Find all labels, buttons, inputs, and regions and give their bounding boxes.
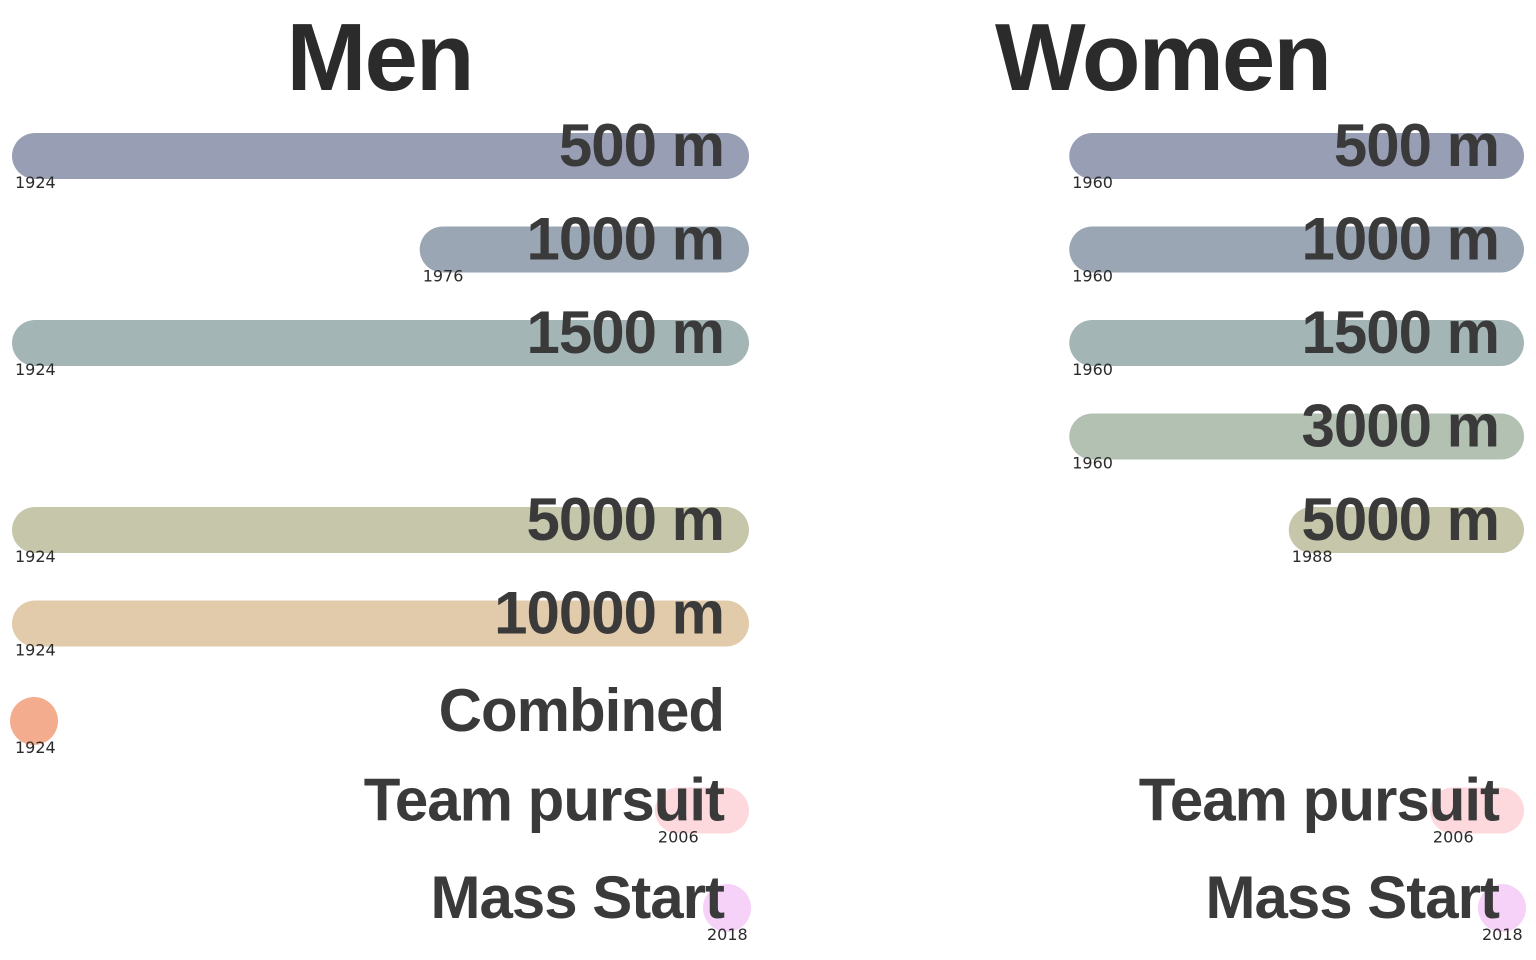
event-dot [1478, 884, 1526, 932]
panel-0: Men 1924 500 m 1976 1000 m 1924 1500 m 1924 5000… [10, 4, 751, 944]
year-label: 2006 [658, 828, 699, 847]
event-label: 3000 m [1302, 393, 1500, 460]
event-label: 1000 m [1302, 206, 1500, 273]
panel-1: Women 1960 500 m 1960 1000 m 1960 1500 m 1960 30… [995, 4, 1526, 944]
event-bar [1069, 413, 1524, 460]
panel-title: Women [995, 4, 1330, 111]
year-label: 1924 [15, 641, 56, 660]
event-dot [703, 884, 751, 932]
event-label: Mass Start [1206, 864, 1500, 931]
event-label: 500 m [559, 112, 724, 179]
event-label: Mass Start [431, 864, 725, 931]
event-bar [12, 320, 749, 366]
year-label: 1988 [1292, 547, 1333, 566]
event-bar [12, 600, 749, 647]
year-label: 1960 [1072, 267, 1113, 286]
event-bar [12, 507, 749, 553]
event-bar [1069, 133, 1524, 179]
event-label: 1500 m [527, 299, 725, 366]
year-label: 1924 [15, 738, 56, 757]
year-label: 1924 [15, 547, 56, 566]
event-bar [1429, 787, 1524, 834]
event-label: 10000 m [494, 580, 724, 647]
event-label: 1500 m [1302, 299, 1500, 366]
year-label: 1924 [15, 360, 56, 379]
panel-title: Men [287, 4, 473, 111]
year-label: 2006 [1433, 828, 1474, 847]
event-dot [10, 697, 58, 745]
event-bar [1069, 320, 1524, 366]
event-bar [654, 787, 749, 834]
year-label: 2018 [707, 925, 748, 944]
year-label: 1960 [1072, 360, 1113, 379]
event-label: 5000 m [1302, 486, 1500, 553]
year-label: 2018 [1482, 925, 1523, 944]
event-label: Team pursuit [364, 767, 725, 834]
year-label: 1976 [423, 267, 464, 286]
event-label: Team pursuit [1139, 767, 1500, 834]
year-label: 1960 [1072, 173, 1113, 192]
event-bar [1288, 507, 1524, 553]
event-bar [419, 226, 749, 273]
event-bar [1069, 226, 1524, 273]
event-bar [12, 133, 749, 179]
year-label: 1960 [1072, 454, 1113, 473]
event-label: Combined [439, 677, 724, 744]
year-label: 1924 [15, 173, 56, 192]
event-label: 5000 m [527, 486, 725, 553]
event-label: 500 m [1334, 112, 1499, 179]
event-label: 1000 m [527, 206, 725, 273]
